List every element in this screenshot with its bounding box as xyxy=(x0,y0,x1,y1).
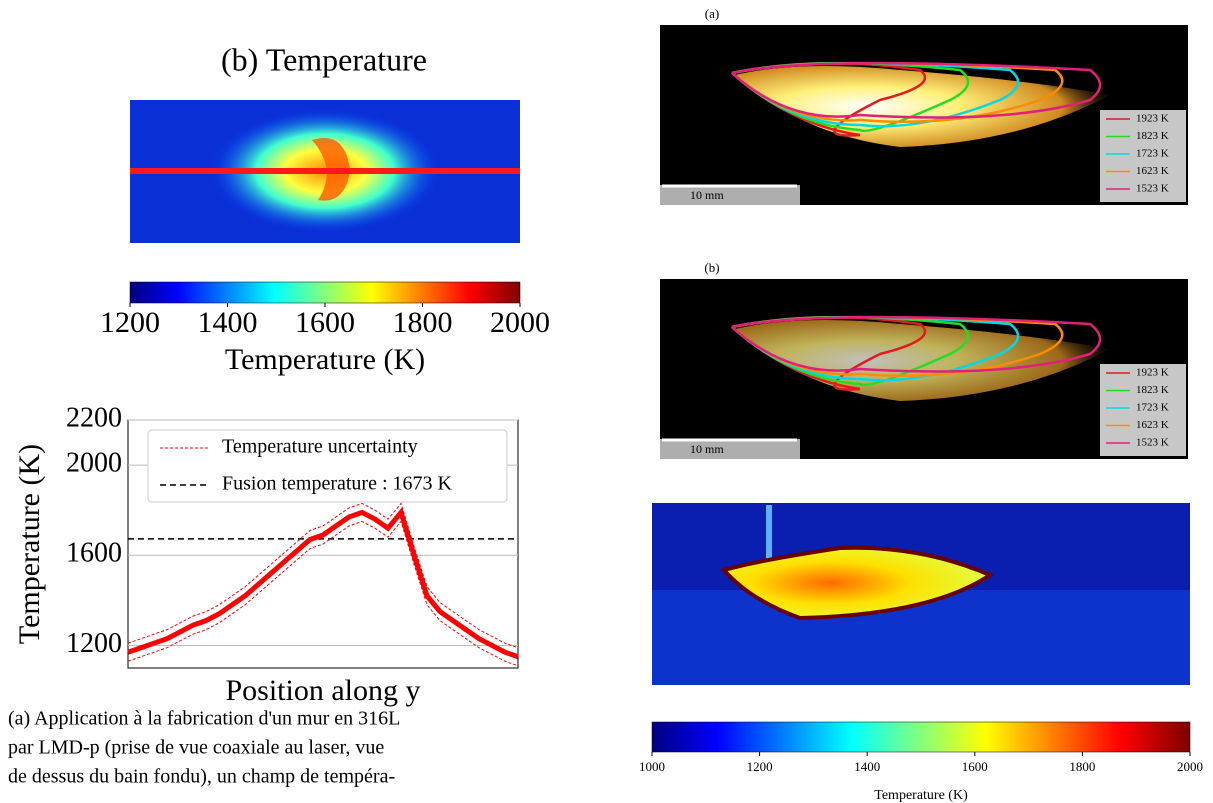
scale-bar-label: 10 mm xyxy=(690,442,724,456)
colorbar-tick-label: 1800 xyxy=(1069,759,1095,774)
panel-label: (b) xyxy=(704,260,719,275)
left-title: (b) Temperature xyxy=(221,41,427,77)
y-tick-label: 2000 xyxy=(66,448,122,479)
x-axis-label: Position along y xyxy=(225,674,420,707)
legend-label: 1523 K xyxy=(1136,437,1169,449)
profile-line xyxy=(130,168,520,174)
colorbar xyxy=(129,281,521,304)
contour xyxy=(731,315,1102,373)
colorbar-tick-label: 1200 xyxy=(747,759,773,774)
legend-label: 1523 K xyxy=(1136,183,1169,195)
legend-box xyxy=(147,429,508,503)
legend-label: 1923 K xyxy=(1136,367,1169,379)
legend-label: 1623 K xyxy=(1136,165,1169,177)
colorbar xyxy=(651,721,1191,753)
temperature-line xyxy=(127,507,519,660)
caption-line: par LMD-p (prise de vue coaxiale au lase… xyxy=(8,737,384,759)
melt-pool xyxy=(720,545,995,621)
colorbar-tick-label: 1000 xyxy=(639,759,665,774)
panel-label: (a) xyxy=(705,6,719,21)
uncertainty-line xyxy=(127,502,519,649)
scale-bar-box xyxy=(660,439,800,459)
colorbar-tick-label: 1800 xyxy=(393,306,453,339)
y-tick-label: 1600 xyxy=(66,538,122,569)
colorbar-label: Temperature (K) xyxy=(874,788,968,803)
colorbar-tick-label: 1400 xyxy=(854,759,880,774)
scale-bar-label: 10 mm xyxy=(690,188,724,202)
colorbar-tick-label: 1600 xyxy=(295,306,355,339)
heatmap-noise xyxy=(652,590,1190,685)
colorbar-tick-label: 1600 xyxy=(962,759,988,774)
caption-line: (a) Application à la fabrication d'un mu… xyxy=(8,708,400,730)
scale-bar-box xyxy=(660,185,800,205)
y-tick-label: 1200 xyxy=(66,628,122,659)
caption-line: de dessus du bain fondu), un champ de te… xyxy=(8,766,395,788)
colorbar-tick-label: 2000 xyxy=(490,306,550,339)
contour xyxy=(731,61,1102,119)
legend-box xyxy=(1100,364,1186,456)
legend-label: Temperature uncertainty xyxy=(222,436,418,458)
powder-jet xyxy=(766,505,772,575)
uncertainty-line xyxy=(127,520,519,667)
y-tick-label: 2200 xyxy=(66,402,122,433)
legend-label: 1723 K xyxy=(1136,402,1169,414)
legend-box xyxy=(1100,110,1186,202)
colorbar-tick-label: 2000 xyxy=(1177,759,1203,774)
legend-label: 1723 K xyxy=(1136,148,1169,160)
legend-label: 1623 K xyxy=(1136,419,1169,431)
colorbar-tick-label: 1200 xyxy=(100,306,160,339)
legend-label: 1823 K xyxy=(1136,130,1169,142)
legend-label: 1823 K xyxy=(1136,384,1169,396)
y-axis-label: Temperature (K) xyxy=(13,444,46,644)
colorbar-tick-label: 1400 xyxy=(198,306,258,339)
colorbar-label: Temperature (K) xyxy=(225,343,425,376)
legend-label: Fusion temperature : 1673 K xyxy=(222,473,453,495)
legend-label: 1923 K xyxy=(1136,113,1169,125)
